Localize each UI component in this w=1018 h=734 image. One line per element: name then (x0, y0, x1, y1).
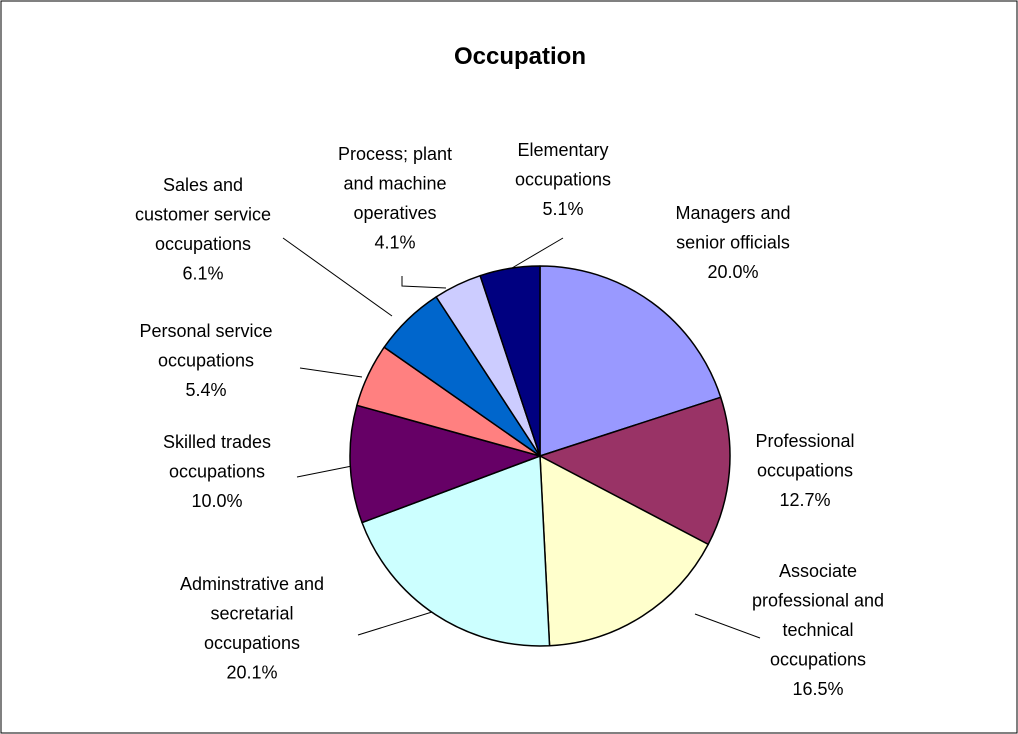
slice-label: Skilled trades occupations (163, 432, 271, 482)
leader-line (401, 276, 447, 289)
leader-line (299, 367, 363, 378)
slice-label: Adminstrative and secretarial occupations (180, 574, 324, 653)
slice-label: Process; plant and machine operatives (338, 144, 452, 223)
pie-slice (539, 455, 709, 647)
value-label: 12.7% (779, 490, 830, 510)
value-label: 5.4% (185, 380, 226, 400)
leader-line (511, 237, 564, 269)
slice-label: Personal service occupations (139, 321, 272, 371)
pie-slice (539, 396, 731, 546)
value-label: 20.0% (707, 262, 758, 282)
pie-slice (479, 265, 541, 457)
pie-slice (349, 404, 541, 524)
slice-label: Elementary occupations (515, 140, 611, 190)
chart-title: Occupation (454, 43, 586, 70)
leader-line (357, 611, 433, 636)
value-label: 10.0% (191, 491, 242, 511)
slice-label: Associate professional and technical occupa… (752, 561, 884, 670)
pie-slice (539, 265, 722, 457)
slice-label: Sales and customer service occupations (135, 175, 271, 254)
value-label: 6.1% (182, 264, 223, 284)
leader-line (694, 613, 761, 639)
value-label: 20.1% (226, 663, 277, 683)
leader-line (282, 237, 393, 317)
slice-label: Managers and senior officials (675, 203, 790, 253)
value-label: 5.1% (542, 199, 583, 219)
slice-label: Professional occupations (755, 431, 854, 481)
leader-line (296, 465, 353, 478)
value-label: 4.1% (374, 233, 415, 253)
leader-lines (282, 237, 761, 639)
value-label: 16.5% (792, 679, 843, 699)
pie-slice (361, 455, 551, 647)
